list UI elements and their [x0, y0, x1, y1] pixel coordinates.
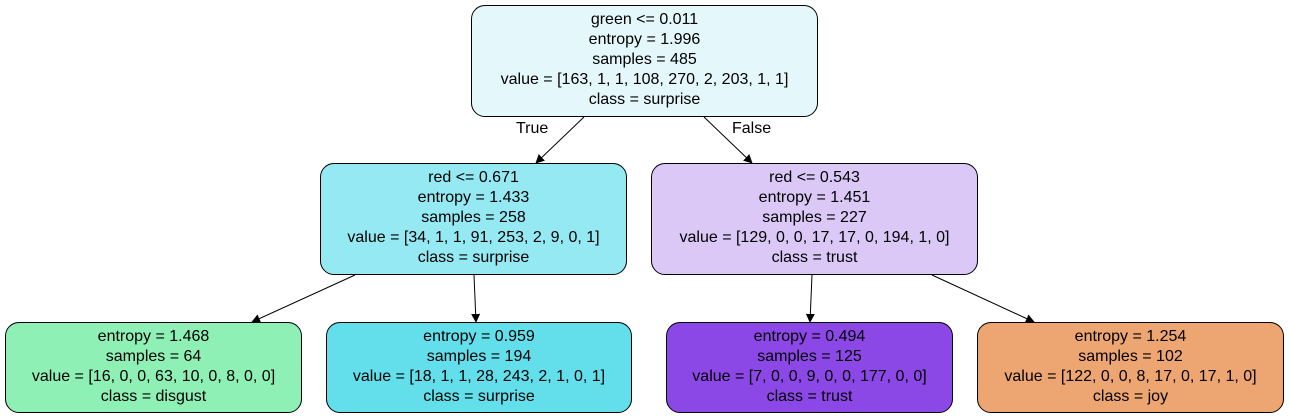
- edge-root-right: [703, 116, 753, 164]
- node-left-value: value = [34, 1, 1, 91, 253, 2, 9, 0, 1]: [347, 229, 600, 246]
- node-left: red <= 0.671 entropy = 1.433 samples = 2…: [320, 163, 627, 275]
- node-leaf-lr: entropy = 0.959 samples = 194 value = [1…: [326, 322, 632, 413]
- node-leaf-rl: entropy = 0.494 samples = 125 value = [7…: [666, 322, 953, 413]
- node-rr-class: class = joy: [1092, 388, 1169, 405]
- node-rr-entropy: entropy = 1.254: [1074, 328, 1187, 345]
- node-rl-entropy: entropy = 0.494: [753, 328, 866, 345]
- node-rr-value: value = [122, 0, 0, 8, 17, 0, 17, 1, 0]: [1004, 368, 1257, 385]
- node-leaf-rr: entropy = 1.254 samples = 102 value = [1…: [977, 322, 1284, 413]
- node-ll-class: class = disgust: [100, 388, 207, 405]
- node-lr-class: class = surprise: [423, 388, 535, 405]
- node-left-class: class = surprise: [417, 249, 530, 266]
- node-root-class: class = surprise: [588, 91, 701, 108]
- node-ll-value: value = [16, 0, 0, 63, 10, 0, 8, 0, 0]: [31, 368, 276, 385]
- node-rr-samples: samples = 102: [1078, 348, 1183, 365]
- edge-left-lr: [471, 274, 481, 323]
- node-left-split: red <= 0.671: [428, 169, 519, 186]
- node-leaf-ll: entropy = 1.468 samples = 64 value = [16…: [5, 322, 302, 413]
- node-ll-entropy: entropy = 1.468: [97, 328, 210, 345]
- node-lr-value: value = [18, 1, 1, 28, 243, 2, 1, 0, 1]: [352, 368, 606, 385]
- edge-right-rl: [805, 274, 815, 323]
- edge-root-left: [535, 116, 585, 164]
- node-root-samples: samples = 485: [592, 51, 697, 68]
- node-left-entropy: entropy = 1.433: [417, 189, 530, 206]
- node-right-value: value = [129, 0, 0, 17, 17, 0, 194, 1, 0…: [679, 229, 950, 246]
- node-root: green <= 0.011 entropy = 1.996 samples =…: [471, 5, 818, 117]
- node-ll-samples: samples = 64: [105, 348, 202, 365]
- node-right-entropy: entropy = 1.451: [758, 189, 871, 206]
- edge-right-rr: [931, 274, 1035, 323]
- node-lr-entropy: entropy = 0.959: [423, 328, 535, 345]
- edge-left-ll: [251, 274, 356, 323]
- node-left-samples: samples = 258: [421, 209, 526, 226]
- node-root-value: value = [163, 1, 1, 108, 270, 2, 203, 1,…: [500, 71, 789, 88]
- node-rl-value: value = [7, 0, 0, 9, 0, 0, 177, 0, 0]: [692, 368, 927, 385]
- edge-label-false: False: [732, 120, 772, 137]
- node-right-split: red <= 0.543: [769, 169, 860, 186]
- node-right-samples: samples = 227: [762, 209, 867, 226]
- node-right: red <= 0.543 entropy = 1.451 samples = 2…: [651, 163, 978, 275]
- node-root-entropy: entropy = 1.996: [588, 31, 701, 48]
- node-rl-samples: samples = 125: [757, 348, 862, 365]
- node-lr-samples: samples = 194: [426, 348, 532, 365]
- node-right-class: class = trust: [771, 249, 858, 266]
- node-rl-class: class = trust: [766, 388, 853, 405]
- edge-label-true: True: [516, 120, 549, 137]
- node-root-split: green <= 0.011: [590, 11, 699, 28]
